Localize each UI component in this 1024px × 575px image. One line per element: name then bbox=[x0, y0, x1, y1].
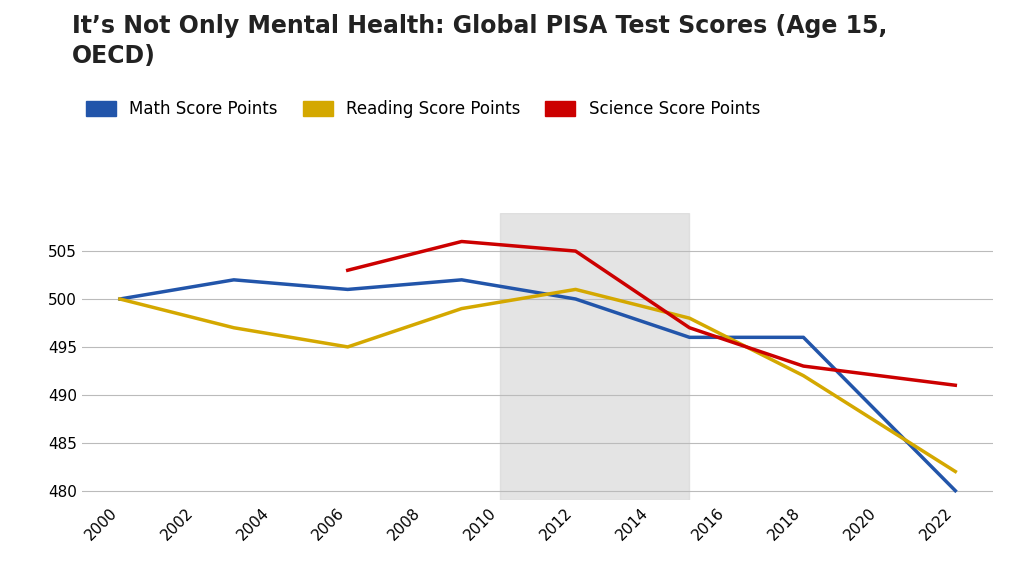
Text: It’s Not Only Mental Health: Global PISA Test Scores (Age 15,
OECD): It’s Not Only Mental Health: Global PISA… bbox=[72, 14, 887, 68]
Legend: Math Score Points, Reading Score Points, Science Score Points: Math Score Points, Reading Score Points,… bbox=[86, 100, 760, 118]
Bar bbox=[500, 213, 689, 500]
